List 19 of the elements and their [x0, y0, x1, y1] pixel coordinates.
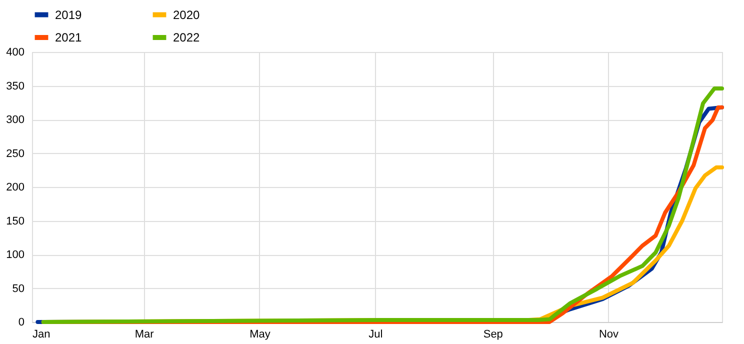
x-tick-label: Jan — [32, 328, 50, 340]
y-tick-label: 150 — [6, 215, 24, 228]
y-tick-label: 50 — [12, 282, 24, 295]
y-tick-label: 400 — [6, 46, 24, 58]
x-tick-label: Mar — [134, 328, 154, 340]
legend-label: 2021 — [55, 30, 82, 44]
y-tick-label: 250 — [6, 148, 24, 160]
y-tick-label: 100 — [6, 249, 24, 261]
x-tick-label: Sep — [483, 328, 503, 340]
y-tick-label: 0 — [18, 316, 24, 328]
legend-label: 2020 — [173, 8, 200, 22]
x-tick-label: May — [250, 328, 271, 340]
x-tick-label: Nov — [598, 328, 620, 340]
x-tick-label: Jul — [368, 328, 383, 340]
legend-label: 2022 — [173, 30, 200, 44]
y-tick-label: 300 — [6, 114, 24, 126]
legend-label: 2019 — [55, 8, 82, 22]
y-tick-label: 350 — [6, 80, 24, 92]
y-tick-label: 200 — [6, 182, 24, 194]
